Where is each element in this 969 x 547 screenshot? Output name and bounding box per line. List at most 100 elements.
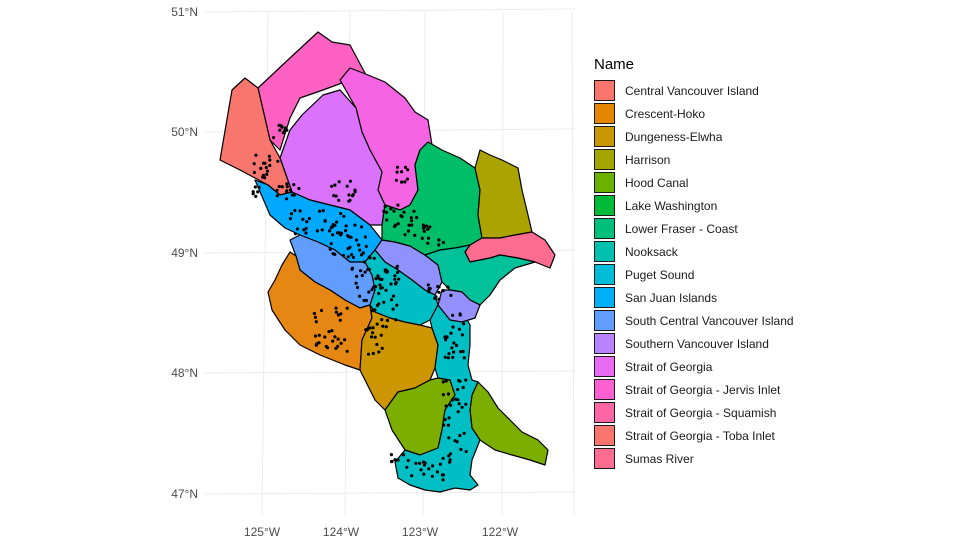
sample-point xyxy=(441,478,445,482)
sample-point xyxy=(460,333,464,337)
sample-point xyxy=(464,402,468,406)
legend-item: South Central Vancouver Island xyxy=(594,309,794,332)
sample-point xyxy=(437,243,441,247)
sample-point xyxy=(331,339,335,343)
legend-swatch xyxy=(594,287,615,308)
region-central-vancouver-island xyxy=(219,77,293,196)
sample-point xyxy=(444,404,448,408)
sample-point xyxy=(391,294,396,298)
sample-point xyxy=(390,460,394,464)
sample-point xyxy=(400,170,404,174)
sample-point xyxy=(426,241,430,245)
sample-point xyxy=(370,335,374,339)
sample-point xyxy=(349,235,353,239)
sample-point xyxy=(301,217,305,221)
sample-point xyxy=(252,162,256,166)
sample-point xyxy=(344,224,348,228)
legend-label: Lake Washington xyxy=(625,198,718,213)
sample-point xyxy=(331,233,335,237)
sample-point xyxy=(441,393,445,397)
sample-point xyxy=(393,458,397,462)
sample-point xyxy=(375,342,379,347)
sample-point xyxy=(392,224,397,229)
sample-point xyxy=(351,194,355,198)
legend-label: Hood Canal xyxy=(625,175,689,190)
sample-point xyxy=(334,310,338,314)
sample-point xyxy=(395,170,399,174)
sample-point xyxy=(292,183,296,187)
sample-point xyxy=(259,166,263,170)
sample-points xyxy=(251,123,468,482)
lat-label: 47°N xyxy=(171,487,198,501)
legend-label: San Juan Islands xyxy=(625,290,718,305)
sample-point xyxy=(377,302,381,306)
sample-point xyxy=(328,229,332,233)
sample-point xyxy=(374,277,378,281)
sample-point xyxy=(276,159,280,163)
sample-point xyxy=(350,253,354,257)
sample-point xyxy=(449,293,453,297)
sample-point xyxy=(405,177,409,181)
regions xyxy=(219,31,556,493)
sample-point xyxy=(295,227,300,231)
sample-point xyxy=(351,255,355,260)
sample-point xyxy=(330,329,334,333)
legend-swatch xyxy=(594,379,615,400)
sample-point xyxy=(452,341,456,345)
sample-point xyxy=(333,183,337,187)
grid-lat-51 xyxy=(204,8,576,13)
sample-point xyxy=(358,248,362,252)
sample-point xyxy=(422,460,426,464)
sample-point xyxy=(458,379,462,383)
sample-point xyxy=(363,260,367,264)
sample-point xyxy=(363,235,367,239)
sample-point xyxy=(254,153,258,157)
legend-swatch xyxy=(594,333,615,354)
sample-point xyxy=(396,458,400,462)
sample-point xyxy=(402,210,406,214)
sample-point xyxy=(422,229,426,233)
sample-point xyxy=(336,313,340,317)
sample-point xyxy=(379,286,383,290)
sample-point xyxy=(355,285,360,290)
sample-point xyxy=(304,231,308,235)
sample-point xyxy=(384,210,389,214)
lat-label: 49°N xyxy=(171,246,198,260)
sample-point xyxy=(421,223,425,227)
sample-point xyxy=(331,222,335,227)
lon-label: 123°W xyxy=(402,525,439,539)
sample-point xyxy=(418,461,422,465)
sample-point xyxy=(389,282,393,286)
sample-point xyxy=(382,209,386,213)
sample-point xyxy=(323,219,327,223)
sample-point xyxy=(284,197,289,201)
legend: Name Central Vancouver Island Crescent-Ho… xyxy=(594,56,794,470)
sample-point xyxy=(348,179,352,183)
sample-point xyxy=(366,352,371,356)
lon-label: 125°W xyxy=(244,525,281,539)
sample-point xyxy=(329,242,333,246)
sample-point xyxy=(293,232,297,236)
sample-point xyxy=(277,184,281,189)
legend-item: Nooksack xyxy=(594,240,794,263)
sample-point xyxy=(400,180,404,184)
sample-point xyxy=(370,288,374,292)
legend-swatch xyxy=(594,126,615,147)
lat-axis-labels: 51°N 50°N 49°N 48°N 47°N xyxy=(171,5,198,501)
sample-point xyxy=(406,229,411,233)
sample-point xyxy=(278,128,282,132)
sample-point xyxy=(455,440,459,444)
legend-label: Nooksack xyxy=(625,244,678,259)
sample-point xyxy=(360,225,364,229)
sample-point xyxy=(350,267,354,271)
sample-point xyxy=(353,223,357,227)
sample-point xyxy=(451,325,455,329)
sample-point xyxy=(381,324,385,328)
sample-point xyxy=(334,306,338,310)
sample-point xyxy=(391,307,395,311)
sample-point xyxy=(405,465,409,469)
sample-point xyxy=(410,223,414,227)
legend-item: Southern Vancouver Island xyxy=(594,332,794,355)
sample-point xyxy=(364,298,368,303)
sample-point xyxy=(430,464,435,468)
